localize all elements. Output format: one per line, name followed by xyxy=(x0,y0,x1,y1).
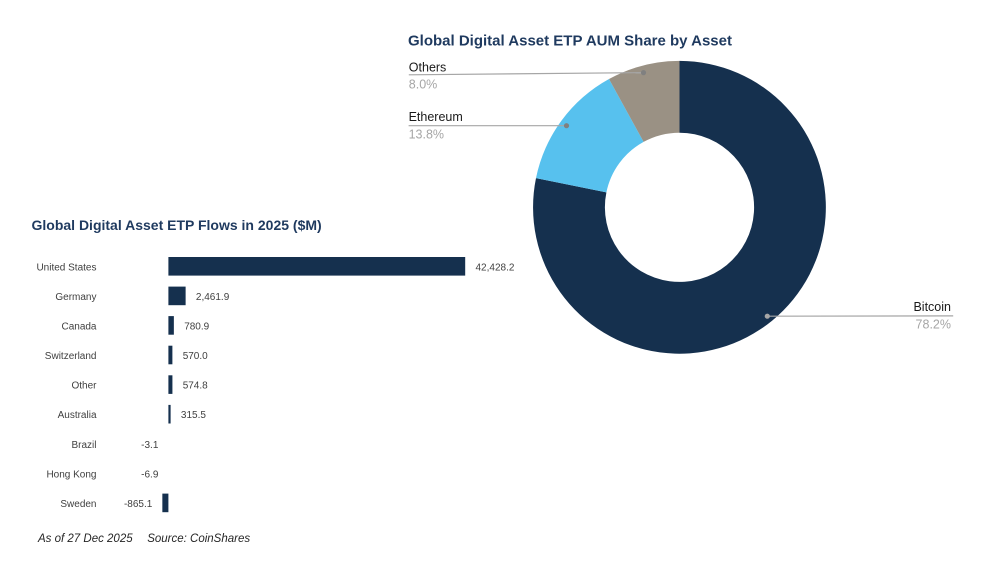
svg-text:Hong Kong: Hong Kong xyxy=(46,469,96,480)
svg-text:As of 27 Dec 2025: As of 27 Dec 2025 xyxy=(37,533,133,545)
svg-text:13.8%: 13.8% xyxy=(409,127,444,141)
svg-text:780.9: 780.9 xyxy=(184,321,209,332)
svg-text:Others: Others xyxy=(409,61,447,75)
svg-text:42,428.2: 42,428.2 xyxy=(476,262,515,273)
svg-text:315.5: 315.5 xyxy=(181,410,206,421)
svg-text:Bitcoin: Bitcoin xyxy=(913,300,951,314)
svg-text:Source: CoinShares: Source: CoinShares xyxy=(147,533,250,545)
svg-text:Ethereum: Ethereum xyxy=(409,110,463,124)
svg-text:-865.1: -865.1 xyxy=(124,499,153,510)
svg-text:Canada: Canada xyxy=(61,321,96,332)
svg-text:Other: Other xyxy=(71,381,97,392)
svg-text:570.0: 570.0 xyxy=(183,351,208,362)
svg-text:8.0%: 8.0% xyxy=(409,77,438,91)
svg-text:Switzerland: Switzerland xyxy=(45,351,97,362)
svg-text:-6.9: -6.9 xyxy=(141,469,159,480)
svg-text:Germany: Germany xyxy=(55,292,96,303)
svg-text:574.8: 574.8 xyxy=(183,381,208,392)
svg-text:Sweden: Sweden xyxy=(60,499,96,510)
svg-text:Australia: Australia xyxy=(58,410,97,421)
svg-text:-3.1: -3.1 xyxy=(141,440,159,451)
svg-text:United States: United States xyxy=(36,262,96,273)
svg-text:Global Digital Asset ETP AUM S: Global Digital Asset ETP AUM Share by As… xyxy=(408,33,732,50)
svg-text:78.2%: 78.2% xyxy=(916,318,951,332)
svg-text:Global Digital Asset ETP Flows: Global Digital Asset ETP Flows in 2025 (… xyxy=(32,217,322,233)
svg-text:2,461.9: 2,461.9 xyxy=(196,292,230,303)
svg-text:Brazil: Brazil xyxy=(71,440,96,451)
